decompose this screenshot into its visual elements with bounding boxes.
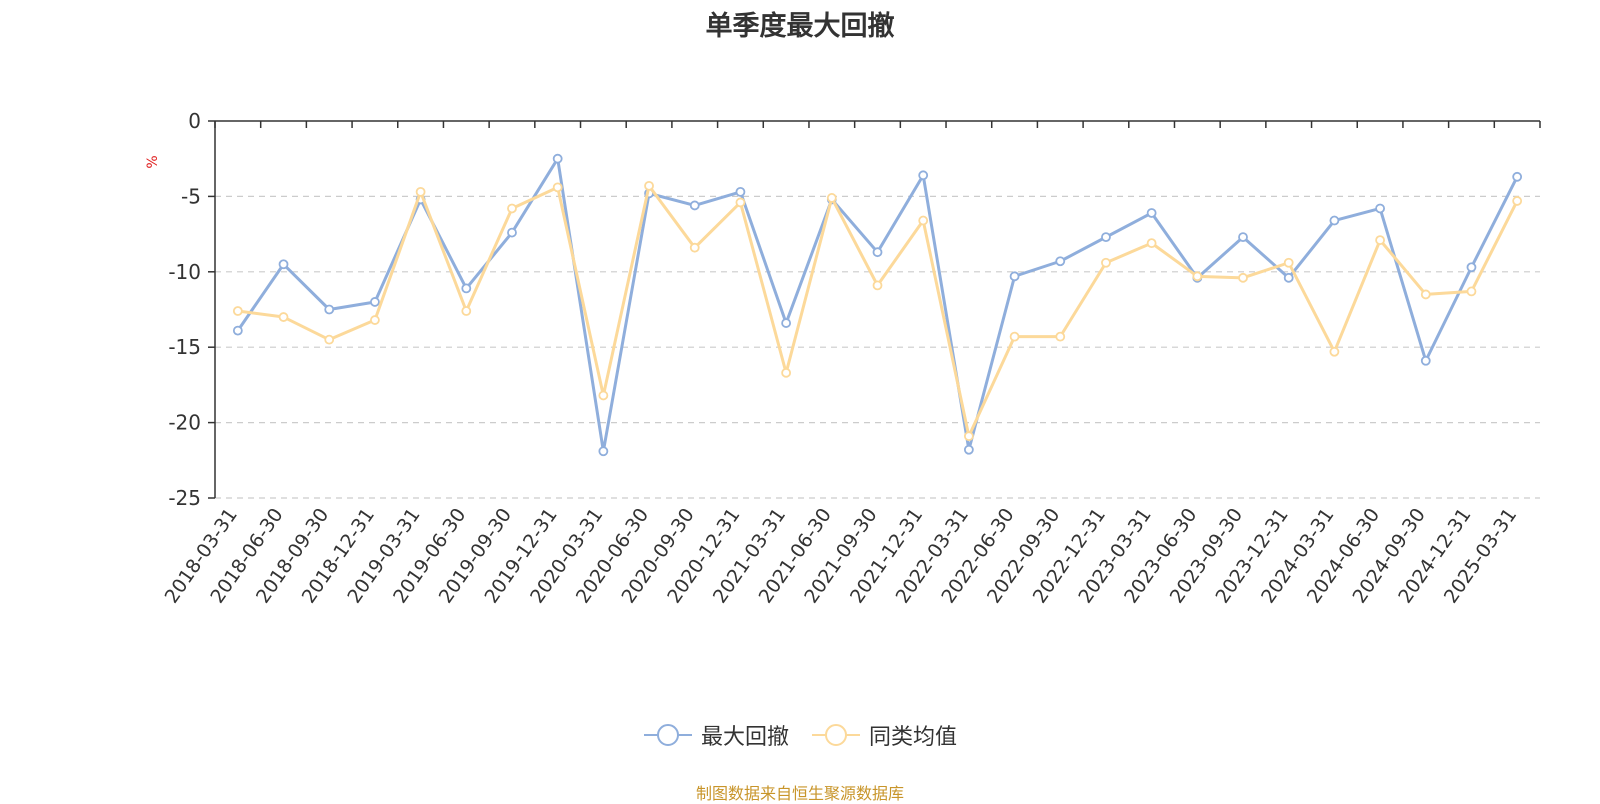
data-point [1512, 171, 1523, 182]
data-point [644, 180, 654, 191]
source-note: 制图数据来自恒生聚源数据库 [695, 784, 904, 803]
y-axis-unit-label: % [145, 155, 161, 168]
data-point [1466, 262, 1477, 273]
data-point [278, 312, 289, 322]
data-point [1283, 257, 1294, 268]
data-point [1466, 286, 1477, 297]
data-point [1192, 271, 1203, 282]
data-point [1238, 272, 1248, 283]
data-point [598, 390, 609, 401]
data-point [689, 200, 700, 211]
data-point [370, 315, 380, 325]
data-point [232, 306, 243, 316]
data-point [461, 306, 472, 316]
chart-title: 单季度最大回撤 [705, 11, 895, 42]
data-point [1055, 331, 1066, 342]
series-line-1 [237, 184, 1519, 438]
x-axis: 2018-03-312018-06-302018-09-302018-12-31… [161, 120, 1541, 607]
data-point [598, 446, 609, 457]
data-point [552, 153, 563, 164]
data-point [735, 186, 746, 197]
data-point [507, 227, 517, 238]
data-point [781, 367, 792, 378]
data-point [232, 325, 243, 336]
data-point [918, 170, 929, 181]
data-point [963, 444, 974, 455]
series-line-0 [236, 157, 1519, 453]
data-point [1512, 196, 1523, 206]
y-tick-label: -20 [168, 411, 201, 435]
legend-line-marker-icon [812, 724, 860, 746]
data-point [826, 193, 837, 203]
data-point [1329, 346, 1340, 357]
data-point [1420, 355, 1431, 366]
data-point [507, 203, 517, 214]
data-point [872, 280, 883, 291]
data-point [1329, 215, 1340, 226]
data-point [1283, 272, 1294, 283]
data-point [1375, 235, 1385, 246]
y-axis: 0 -5 -10 -15 -20 -25 [168, 109, 216, 510]
series-layer [232, 153, 1523, 457]
legend-label: 最大回撤 [700, 725, 789, 750]
data-point [552, 182, 563, 193]
legend-line-marker-icon [643, 724, 692, 746]
data-point [1375, 203, 1385, 214]
data-point [735, 197, 746, 208]
data-point [1146, 208, 1157, 218]
data-point [324, 334, 335, 345]
legend-item-peer-average[interactable]: 同类均值 [811, 719, 957, 751]
data-point [1238, 232, 1248, 243]
data-point [918, 215, 929, 226]
data-point [781, 318, 792, 328]
data-point [415, 186, 426, 197]
legend: 最大回撤 同类均值 [0, 719, 1600, 751]
data-point [324, 304, 335, 315]
data-point [1420, 289, 1431, 300]
data-point [461, 283, 472, 294]
y-tick-label: 0 [188, 109, 201, 133]
y-tick-label: -25 [168, 486, 201, 510]
data-point [370, 297, 380, 307]
y-tick-label: -5 [181, 184, 201, 208]
data-point [278, 259, 289, 270]
data-point [1055, 256, 1066, 267]
data-point [1009, 271, 1020, 282]
data-point [1101, 232, 1111, 243]
data-point [1009, 331, 1020, 342]
data-point [1146, 238, 1157, 249]
data-point [872, 247, 883, 258]
data-point [963, 431, 974, 442]
legend-item-max-drawdown[interactable]: 最大回撤 [643, 719, 789, 751]
y-tick-label: -15 [168, 335, 201, 359]
gridlines [215, 195, 1540, 499]
data-point [689, 242, 700, 253]
data-point [1101, 257, 1111, 268]
y-tick-label: -10 [168, 260, 201, 284]
legend-label: 同类均值 [869, 725, 958, 750]
